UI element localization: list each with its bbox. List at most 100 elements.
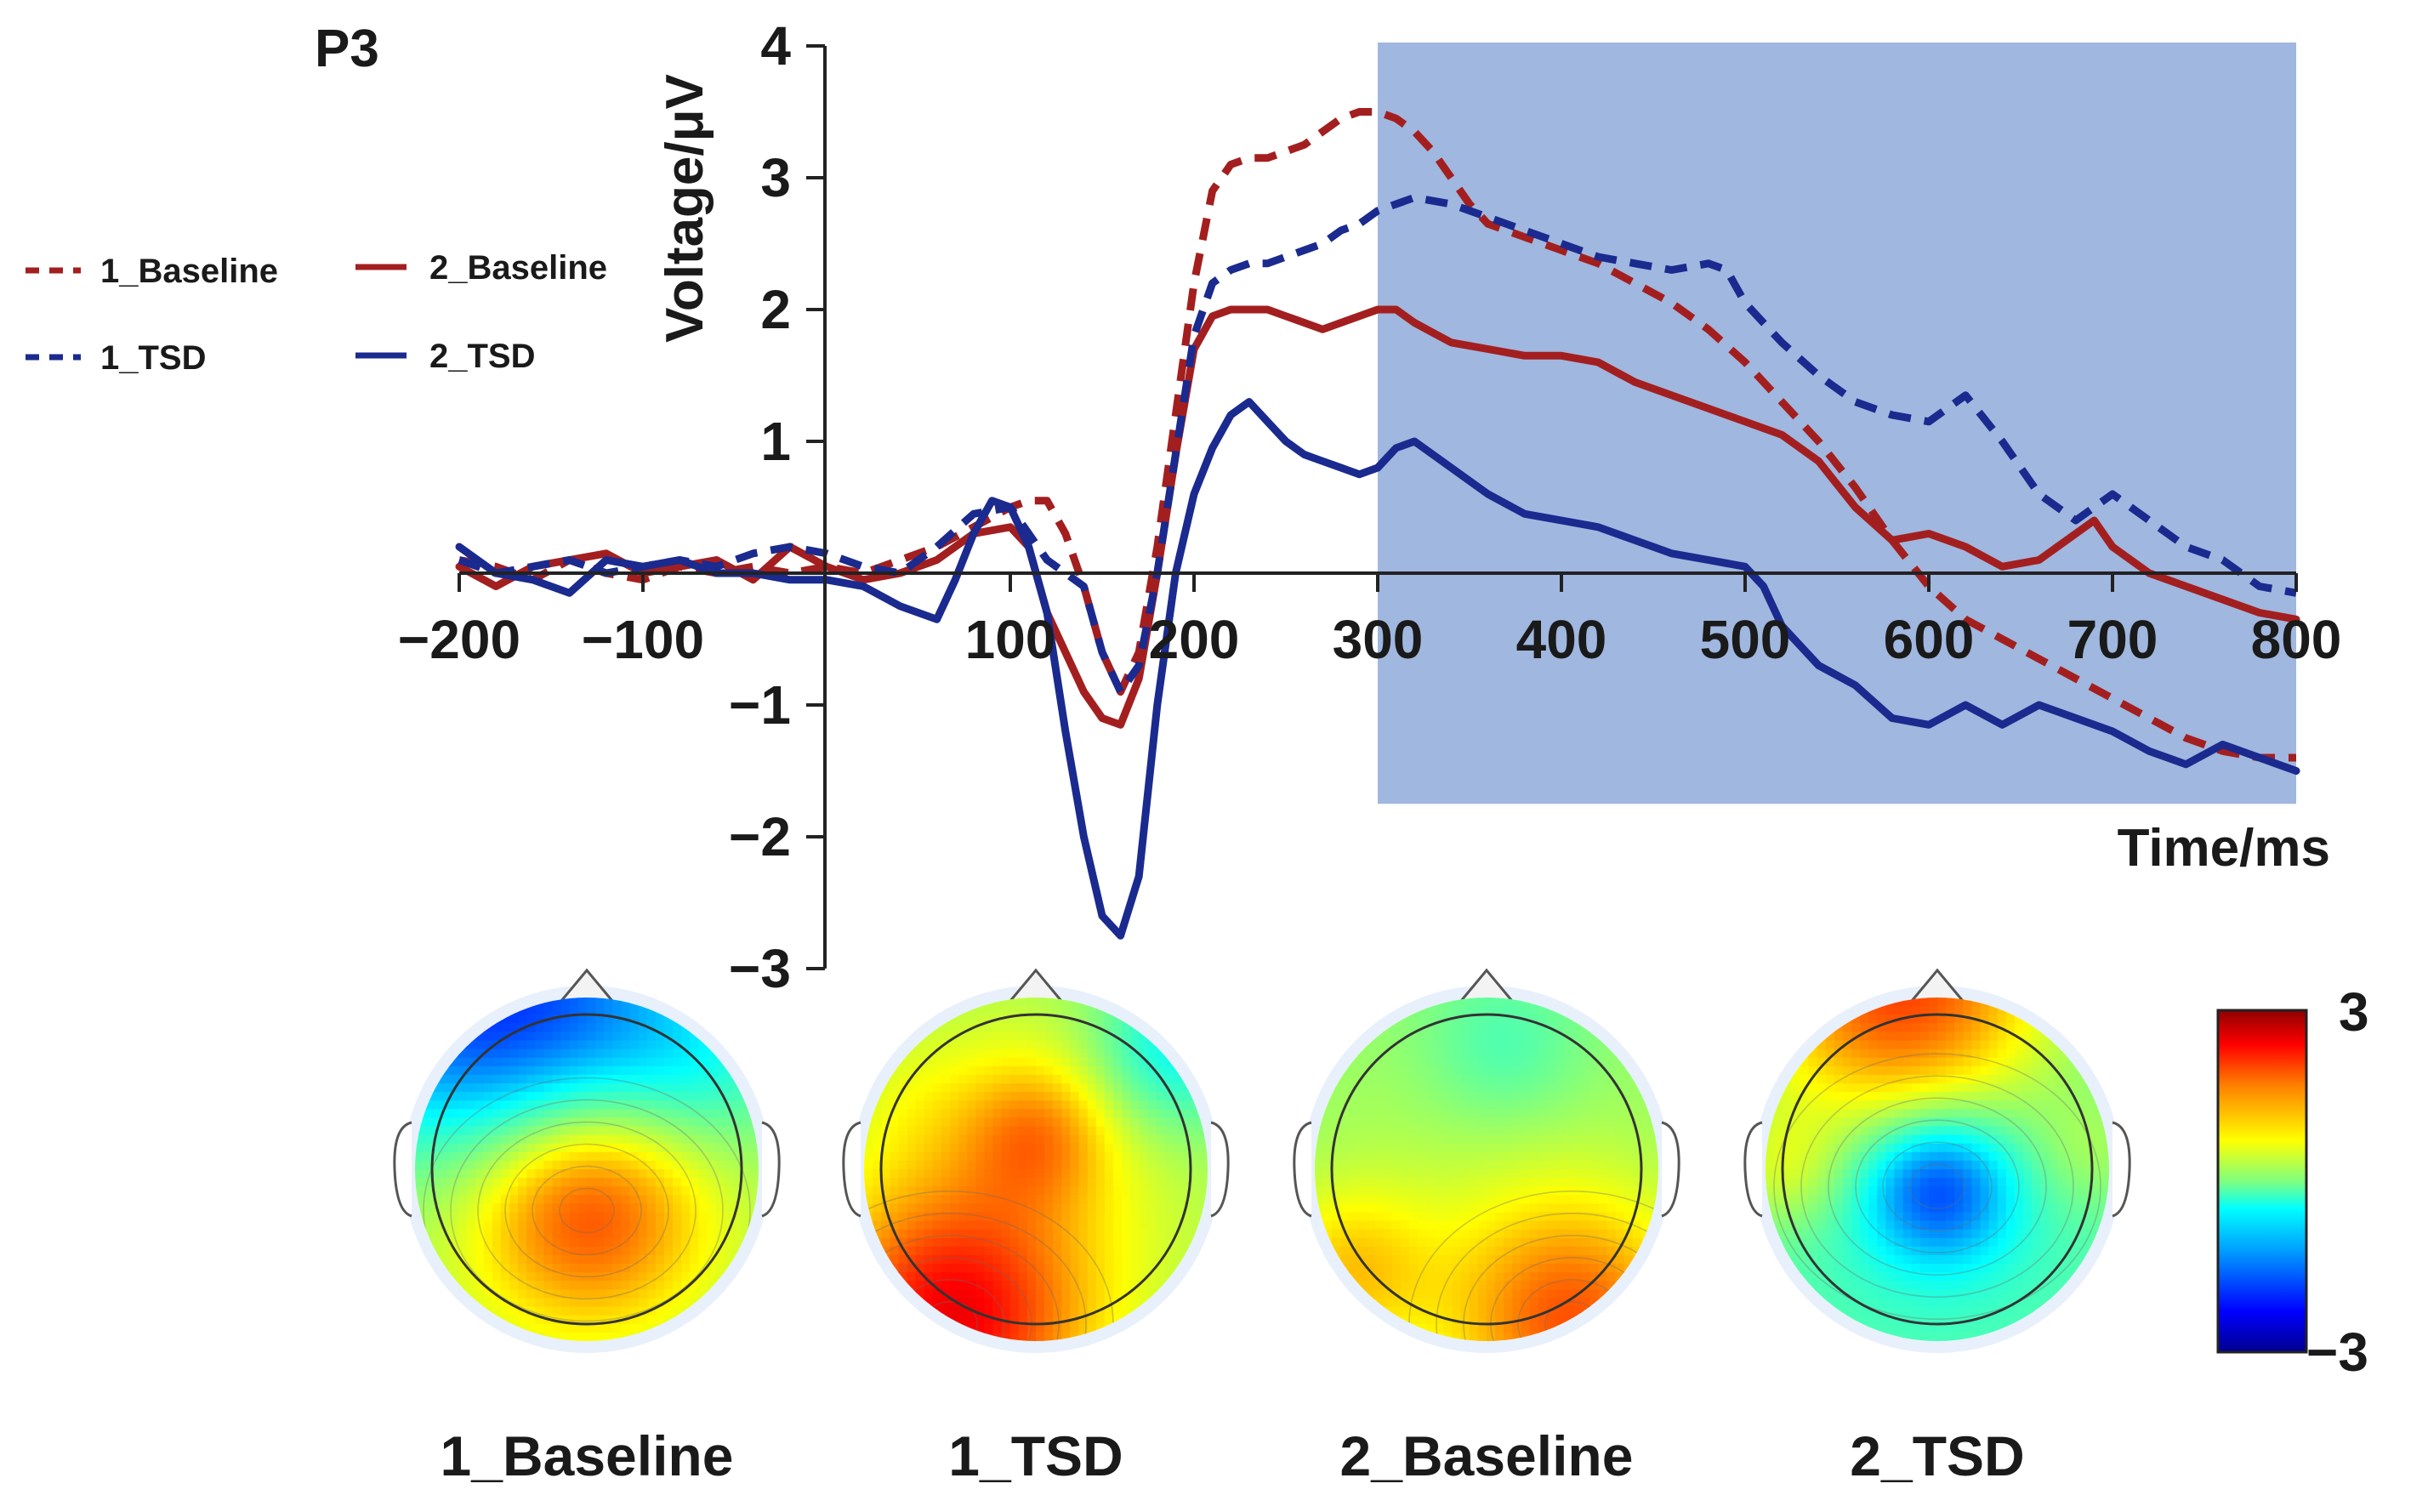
topomap-cell [707, 1100, 717, 1111]
topomap-cell [424, 1298, 433, 1308]
topomap-cell [552, 1074, 562, 1084]
topomap-cell [1036, 1169, 1045, 1179]
topomap-cell [1122, 1178, 1131, 1187]
topomap-cell [1632, 1100, 1642, 1111]
topomap-cell [1391, 1229, 1402, 1239]
topomap-cell [1598, 1006, 1608, 1015]
topomap-cell [967, 1195, 977, 1205]
topomap-cell [638, 1023, 648, 1033]
topomap-cell [898, 1306, 908, 1316]
topomap-cell [1112, 1040, 1123, 1050]
topomap-cell [864, 1264, 873, 1273]
topomap-cell [1391, 1092, 1402, 1101]
topomap-cell [1078, 1049, 1089, 1059]
topomap-cell [741, 1272, 751, 1282]
topomap-cell [629, 1281, 640, 1291]
topomap-cell [1435, 1126, 1445, 1136]
topomap-cell [1606, 1178, 1617, 1187]
topomap-cell [535, 1040, 545, 1050]
topomap-cell [466, 1255, 476, 1265]
topomap-cell [1546, 1143, 1556, 1153]
topomap-cell [646, 1289, 657, 1299]
topomap-cell [638, 1203, 648, 1214]
topomap-cell [526, 1195, 537, 1205]
topomap-cell [732, 1220, 742, 1231]
topomap-cell [707, 1169, 717, 1179]
topomap-cell [595, 1306, 605, 1316]
topomap-cell [1087, 1074, 1097, 1084]
topomap-cell [1649, 1264, 1658, 1273]
topomap-cell [449, 1186, 459, 1197]
topomap-cell [1181, 1160, 1191, 1170]
topomap-cell [749, 1160, 759, 1170]
topomap-cell [690, 1049, 700, 1059]
topomap-cell [424, 1315, 433, 1325]
topomap-cell [1164, 1255, 1174, 1265]
topomap-cell [543, 1246, 554, 1256]
topomap-cell [1053, 1117, 1063, 1128]
topomap-cell [1009, 1083, 1020, 1093]
topomap-cell [975, 1032, 986, 1042]
topomap-cell [1443, 1186, 1453, 1197]
topomap-cell [932, 1126, 942, 1136]
topomap-cell [732, 1117, 742, 1128]
topomap-cell [621, 1272, 631, 1282]
topomap-cell [1147, 1134, 1157, 1145]
topomap-cell [1800, 998, 1810, 1007]
topomap-cell [1139, 1255, 1149, 1265]
topomap-cell [1349, 1151, 1359, 1162]
topomap-cell [621, 1255, 631, 1265]
topomap-cell [1332, 1160, 1342, 1170]
topomap-cell [975, 1117, 986, 1128]
topomap-cell [1452, 1134, 1462, 1145]
topomap-cell [1332, 1220, 1342, 1231]
topomap-cell [1112, 1264, 1123, 1273]
topomap-cell [1332, 1083, 1342, 1093]
topomap-cell [629, 1100, 640, 1111]
topomap-cell [1443, 1264, 1453, 1273]
topomap-cell [1623, 1143, 1634, 1153]
topomap-cell [707, 1229, 717, 1239]
topomap-cell [1641, 1281, 1651, 1291]
topomap-cell [492, 1151, 502, 1162]
topomap-cell [741, 1023, 751, 1033]
topomap-cell [915, 1229, 925, 1239]
topomap-cell [1349, 1066, 1359, 1076]
topomap-cell [1521, 1066, 1531, 1076]
topomap-cell [698, 1246, 708, 1256]
topomap-cell [673, 1229, 682, 1239]
x-axis-label: Time/ms [2118, 819, 2330, 878]
topomap-cell [475, 1186, 485, 1197]
topomap-cell [1435, 1066, 1445, 1076]
topomap-cell [2091, 998, 2101, 1007]
topomap-cell [1581, 1049, 1590, 1059]
topomap-cell [646, 1237, 657, 1248]
topomap-cell [1044, 1272, 1054, 1282]
topomap-cell [466, 1151, 476, 1162]
topomap-cell [1555, 1032, 1565, 1042]
topomap-cell [681, 1083, 691, 1093]
topomap-cell [1366, 1006, 1376, 1015]
topomap-cell [663, 1160, 674, 1170]
topomap-cell [1018, 1323, 1028, 1333]
topomap-cell [1649, 1040, 1658, 1050]
topomap-cell [424, 1281, 433, 1291]
topomap-cell [881, 1032, 891, 1042]
topomap-cell [526, 1066, 537, 1076]
topomap-cell [1026, 1066, 1037, 1076]
topomap-cell [1374, 1100, 1385, 1111]
topomap-cell [535, 1083, 545, 1093]
topomap-cell [655, 1100, 665, 1111]
topomap-cell [1061, 1057, 1072, 1067]
topomap-cell [1572, 1203, 1582, 1214]
topomap-cell [612, 1306, 623, 1316]
topomap-cell [441, 1074, 451, 1084]
topomap-cell [587, 1264, 596, 1273]
topomap-cell [1443, 1306, 1453, 1316]
topomap-cell [1409, 1298, 1419, 1308]
topomap-cell [1469, 1006, 1479, 1015]
topomap-cell [1053, 1126, 1063, 1136]
topomap-cell [1374, 1229, 1385, 1239]
topomap-cell [1078, 1100, 1089, 1111]
topomap-cell [992, 1195, 1003, 1205]
